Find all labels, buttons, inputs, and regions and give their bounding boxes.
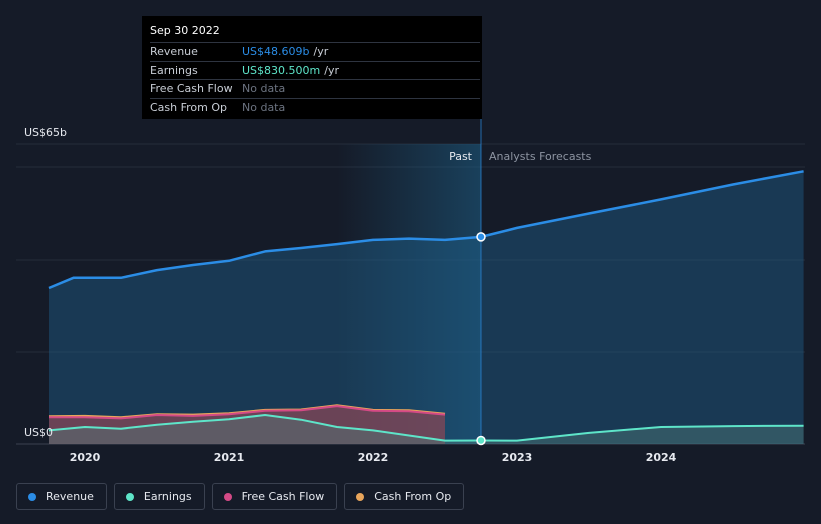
tooltip-row-free-cash-flow: Free Cash Flow No data <box>150 79 480 98</box>
past-label: Past <box>449 150 473 163</box>
marker-revenue <box>476 232 486 242</box>
tooltip-row-value: No data <box>242 82 286 96</box>
forecast-label: Analysts Forecasts <box>489 150 592 163</box>
legend-label: Earnings <box>143 490 192 503</box>
x-tick-label: 2023 <box>502 451 533 464</box>
y-axis-top-label: US$65b <box>24 126 67 139</box>
tooltip-row-revenue: Revenue US$48.609b /yr <box>150 42 480 61</box>
legend-item-free-cash-flow[interactable]: Free Cash Flow <box>211 483 338 510</box>
marker-earnings <box>476 435 486 446</box>
legend: Revenue Earnings Free Cash Flow Cash Fro… <box>16 483 465 510</box>
legend-dot-icon <box>223 492 232 501</box>
legend-label: Cash From Op <box>374 490 452 503</box>
legend-item-cash-from-op[interactable]: Cash From Op <box>344 483 465 510</box>
area-revenue <box>49 171 804 445</box>
tooltip-row-value: No data <box>242 100 286 114</box>
legend-dot-icon <box>28 492 36 501</box>
legend-item-revenue[interactable]: Revenue <box>16 483 107 510</box>
series-areas <box>49 171 804 445</box>
x-tick-label: 2024 <box>646 451 677 464</box>
legend-dot-icon <box>125 492 134 501</box>
area-earnings <box>49 415 804 444</box>
tooltip-date: Sep 30 2022 <box>150 24 220 37</box>
tooltip-row-value: US$48.609b <box>242 45 310 59</box>
x-tick-label: 2020 <box>70 451 101 464</box>
tooltip-row-unit: /yr <box>324 63 339 77</box>
area-free-cash-flow <box>49 406 445 444</box>
legend-label: Revenue <box>46 490 94 503</box>
legend-dot-icon <box>356 492 365 501</box>
tooltip-row-name: Revenue <box>150 45 198 59</box>
x-axis-ticks: 2020 2021 2022 2023 2024 <box>70 451 677 464</box>
past-region-shade <box>337 144 481 444</box>
series-lines <box>48 170 804 442</box>
legend-item-earnings[interactable]: Earnings <box>113 483 205 510</box>
tooltip-row-cash-from-op: Cash From Op No data <box>150 97 480 117</box>
tooltip-row-value: US$830.500m <box>242 63 321 77</box>
highlight-markers <box>476 232 486 446</box>
x-tick-label: 2021 <box>214 451 245 464</box>
line-revenue <box>48 170 804 290</box>
x-tick-label: 2022 <box>358 451 389 464</box>
tooltip-row-earnings: Earnings US$830.500m /yr <box>150 60 480 80</box>
tooltip: Sep 30 2022 Revenue US$48.609b /yr Earni… <box>142 16 482 119</box>
tooltip-row-name: Earnings <box>150 63 198 77</box>
tooltip-row-unit: /yr <box>313 45 329 59</box>
legend-label: Free Cash Flow <box>241 490 325 503</box>
line-earnings <box>48 414 804 442</box>
tooltip-row-name: Free Cash Flow <box>150 82 233 96</box>
tooltip-row-name: Cash From Op <box>150 100 228 114</box>
line-free-cash-flow <box>49 405 446 420</box>
y-axis-bottom-label: US$0 <box>24 426 53 439</box>
